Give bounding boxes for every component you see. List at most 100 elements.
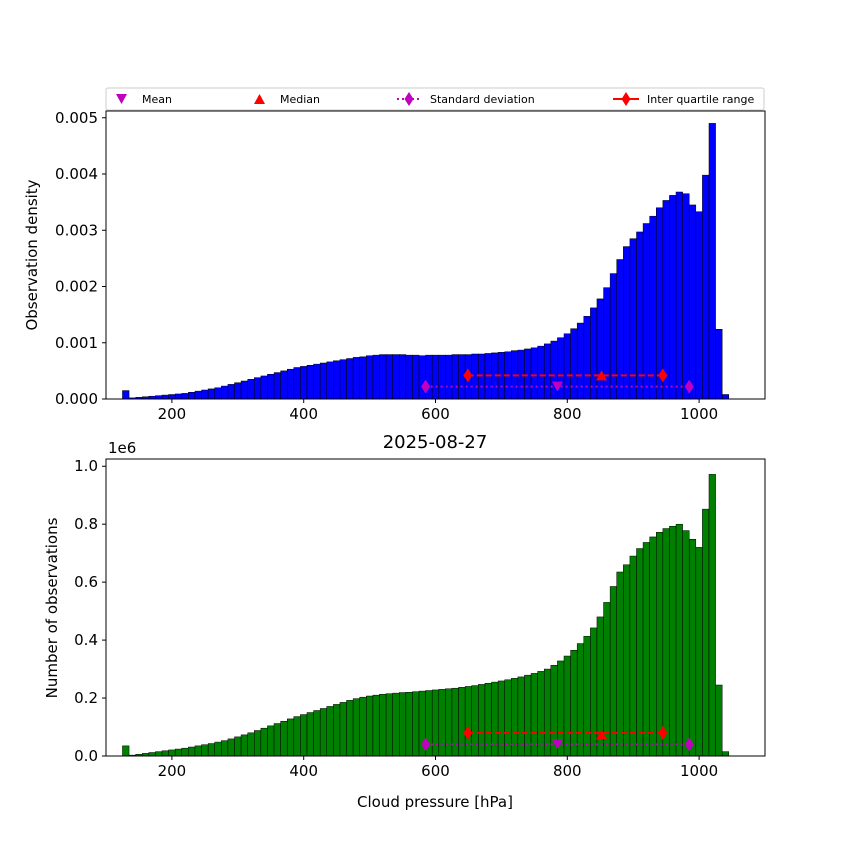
count-bar [346, 700, 354, 757]
count-bar [254, 730, 262, 757]
count-stats-overlay [421, 725, 694, 752]
count-bar [682, 530, 690, 757]
count-bar [280, 720, 288, 757]
density-bar [366, 355, 374, 400]
mean-marker-icon [116, 94, 127, 104]
legend-entry-std: Standard deviation [397, 92, 535, 106]
count-bar [148, 752, 156, 757]
density-bar [675, 191, 683, 400]
density-y-axis-label: Observation density [23, 179, 41, 330]
density-bar [478, 353, 486, 400]
count-y-tick-label: 0.4 [74, 631, 98, 649]
density-bar [221, 385, 229, 400]
count-bar [168, 749, 176, 757]
count-bar [181, 747, 189, 757]
count-y-tick-label: 1.0 [74, 457, 98, 475]
density-bar [543, 343, 552, 400]
density-bar [260, 375, 268, 400]
density-bar [122, 390, 130, 400]
count-bar [438, 689, 446, 757]
density-y-tick-label: 0.000 [55, 390, 98, 408]
count-bar [392, 692, 400, 757]
density-bar [471, 353, 479, 400]
iqr-diamond-icon [621, 92, 631, 106]
count-bar [616, 571, 624, 757]
count-y-axis-label: Number of observations [43, 517, 61, 698]
density-bar [181, 393, 189, 400]
density-y-tick-label: 0.005 [55, 109, 98, 127]
density-bar [306, 365, 314, 400]
density-bar [201, 389, 209, 400]
count-bar [319, 708, 328, 757]
count-bar [688, 539, 697, 757]
count-bar [300, 714, 308, 757]
density-bar [214, 387, 222, 400]
count-bar [458, 687, 466, 757]
density-bar [333, 360, 341, 400]
density-bar [379, 354, 387, 400]
count-bar [537, 671, 545, 757]
count-y-ticks: 0.0 0.2 0.4 0.6 0.8 1.0 [74, 457, 106, 765]
count-bar [405, 692, 413, 757]
count-bar [656, 532, 664, 757]
density-bar [188, 392, 196, 400]
legend-entry-mean: Mean [116, 93, 172, 106]
x-axis-label: Cloud pressure [hPa] [357, 793, 513, 811]
density-bar [399, 354, 407, 400]
density-bar [570, 328, 578, 400]
count-x-tick-label: 800 [553, 762, 582, 780]
density-bar [293, 367, 301, 400]
median-marker-icon [254, 94, 265, 104]
density-bar [563, 333, 571, 400]
count-bar [240, 734, 248, 757]
count-bar [201, 744, 209, 757]
density-bar [603, 287, 611, 400]
count-bar [675, 523, 683, 757]
density-bar [372, 354, 380, 400]
count-bar [412, 691, 420, 757]
density-bar [695, 211, 703, 400]
density-mean-marker [551, 381, 563, 392]
density-y-ticks: 0.000 0.001 0.002 0.003 0.004 0.005 [55, 109, 106, 408]
density-bar [227, 384, 235, 400]
density-x-tick-label: 600 [421, 405, 450, 423]
count-bar [583, 636, 591, 757]
count-bar [306, 712, 314, 757]
count-y-tick-label: 0.6 [74, 573, 98, 591]
density-bar [682, 193, 690, 400]
count-bar [662, 528, 670, 757]
count-bar [590, 627, 598, 757]
count-std-low-marker [421, 737, 431, 752]
density-bar [234, 382, 242, 400]
density-y-tick-label: 0.002 [55, 278, 98, 296]
count-bar [385, 693, 393, 757]
count-bar [451, 687, 459, 757]
legend-label-mean: Mean [142, 93, 172, 106]
count-iqr-low-marker [463, 725, 473, 740]
density-bar [168, 394, 176, 400]
density-bar [609, 273, 617, 400]
legend: Mean Median Standard deviation Inter qua… [105, 87, 765, 111]
density-bar [590, 307, 598, 400]
count-bar [669, 525, 677, 757]
count-bar [234, 736, 242, 757]
density-iqr-high-marker [658, 368, 668, 383]
legend-entry-median: Median [254, 93, 320, 106]
density-bar [458, 354, 466, 400]
count-bar [649, 536, 657, 757]
count-bar [563, 655, 571, 757]
count-bar [715, 684, 723, 757]
density-bar [392, 354, 400, 400]
density-bar [708, 123, 716, 400]
count-bar [155, 751, 163, 757]
density-bar [313, 363, 321, 400]
density-bar [537, 345, 545, 400]
count-bar [247, 732, 255, 757]
density-bar [715, 329, 723, 400]
density-bar [405, 354, 413, 400]
std-diamond-icon [404, 92, 414, 106]
count-histogram-panel: 2025-08-27 1e6 200 400 600 800 1000 0.00.20.… [43, 432, 766, 811]
density-bar [286, 368, 295, 400]
count-bar [379, 694, 387, 757]
